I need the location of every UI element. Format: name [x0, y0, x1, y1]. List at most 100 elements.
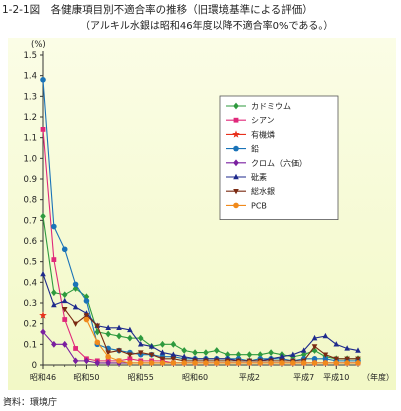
y-axis-unit: (%): [31, 40, 46, 50]
y-tick-label: 0.7: [23, 216, 37, 226]
y-tick-label: 1.5: [23, 51, 37, 61]
series-7-point: [116, 348, 122, 354]
y-tick-label: 0.6: [23, 237, 37, 247]
series-6-point: [170, 351, 177, 357]
series-8-point: [257, 360, 264, 366]
series-1-point: [246, 351, 253, 359]
series-6-point: [279, 353, 285, 359]
series-7-point: [159, 356, 166, 362]
legend-swatch-marker: [233, 145, 239, 152]
legend-label: 有機燐: [251, 129, 275, 139]
series-8-point: [355, 360, 361, 366]
series-4-point: [51, 223, 57, 230]
series-6-point: [290, 351, 296, 357]
y-tick-label: 1.4: [23, 72, 37, 82]
series-4-point: [311, 356, 318, 362]
series-1-point: [105, 330, 111, 338]
series-5-point: [51, 340, 57, 348]
series-3-point: [39, 311, 47, 319]
legend-label: PCB: [251, 201, 267, 210]
series-4-point: [83, 298, 90, 304]
legend-swatch-marker: [233, 189, 239, 195]
series-8-point: [159, 360, 166, 366]
legend-label: 鉛: [251, 144, 259, 154]
series-1-point: [235, 351, 242, 359]
series-1-point: [213, 347, 220, 354]
series-1-point: [159, 340, 166, 348]
series-1-point: [181, 347, 188, 354]
legend-label: 砒素: [251, 172, 267, 182]
series-8-point: [83, 316, 90, 323]
legend-label: カドミウム: [251, 102, 291, 111]
series-7-point: [170, 356, 177, 362]
legend-swatch-marker: [233, 102, 239, 110]
series-8-line: [85, 319, 358, 364]
y-tick-label: 0.2: [23, 320, 37, 330]
y-tick-label: 1.3: [23, 92, 37, 102]
series-1-point: [170, 340, 177, 348]
series-7-point: [137, 350, 144, 356]
series-1-point: [224, 351, 231, 359]
series-7-line: [64, 308, 358, 362]
series-5-point: [40, 328, 46, 336]
series-7-point: [311, 344, 318, 350]
legend-label: クロム（六価）: [251, 158, 307, 168]
series-6-point: [61, 297, 68, 304]
series-4-point: [72, 281, 79, 288]
chart-subtitle: （アルキル水銀は昭和46年度以降不適合率0%である。）: [80, 21, 334, 32]
series-1-point: [137, 334, 144, 342]
series-6-point: [51, 301, 57, 308]
series-6-point: [322, 332, 329, 339]
series-5-point: [105, 359, 111, 367]
series-6-point: [344, 345, 350, 351]
legend-label: 総水銀: [251, 186, 275, 196]
series-6-point: [159, 349, 166, 355]
series-5-point: [83, 357, 90, 365]
series-6-point: [72, 303, 79, 310]
y-tick-label: 1.0: [23, 154, 37, 164]
series-6-point: [148, 343, 155, 349]
series-6-point: [116, 324, 122, 330]
series-6-point: [40, 270, 46, 277]
series-8-point: [300, 360, 307, 366]
series-8-point: [268, 360, 274, 366]
series-1-point: [51, 289, 57, 297]
series-8-point: [333, 360, 340, 366]
series-7-point: [94, 323, 101, 329]
series-4-point: [322, 356, 329, 362]
series-8-point: [116, 358, 122, 364]
series-8-point: [105, 353, 111, 360]
series-1-point: [203, 349, 209, 356]
legend-swatch-marker: [233, 117, 239, 123]
series-1-point: [72, 285, 79, 292]
y-tick-label: 1.2: [23, 113, 37, 123]
series-2-point: [62, 317, 68, 322]
x-tick-label: 昭和55: [128, 373, 154, 382]
series-6-point: [127, 326, 133, 333]
x-tick-label: 平成7: [293, 372, 314, 382]
series-7-point: [148, 352, 155, 358]
series-8-point: [290, 360, 296, 366]
series-8-point: [322, 360, 329, 366]
legend-swatch-marker: [232, 130, 240, 138]
series-5-point: [94, 359, 101, 367]
series-7-point: [105, 350, 111, 356]
series-6-point: [300, 347, 307, 353]
series-1-point: [300, 351, 307, 359]
series-8-point: [203, 360, 209, 366]
legend-box: [219, 95, 339, 220]
series-1-point: [311, 347, 318, 354]
x-axis-label: （年度）: [362, 372, 394, 382]
y-tick-label: 0.8: [23, 196, 37, 206]
series-7-point: [355, 356, 361, 362]
series-8-point: [213, 360, 220, 366]
series-8-point: [94, 339, 101, 346]
series-8-point: [181, 360, 188, 366]
legend-swatch-marker: [233, 202, 239, 209]
series-8-point: [127, 360, 133, 366]
y-tick-label: 0.5: [23, 258, 37, 268]
series-2-point: [127, 356, 133, 362]
series-6-point: [137, 341, 144, 347]
series-6-line: [42, 273, 359, 362]
